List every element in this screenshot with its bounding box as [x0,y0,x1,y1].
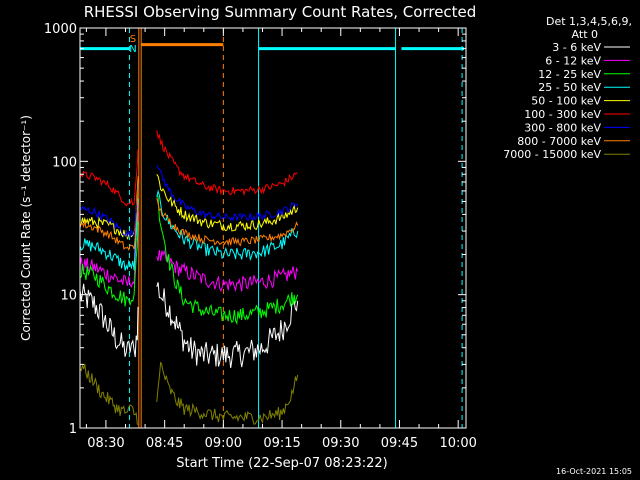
legend-label: 12 - 25 keV [538,68,601,81]
series-line [79,178,139,240]
x-tick-label: 09:45 [381,436,418,451]
legend-label: 300 - 800 keV [524,121,601,134]
series-line [80,221,139,307]
series-line [156,197,299,247]
series-line [79,149,139,207]
y-tick-label: 10 [60,289,77,304]
series-line [79,176,139,252]
legend-label: 25 - 50 keV [538,81,601,94]
footer-date: 16-Oct-2021 15:05 [556,467,632,476]
x-tick-label: 09:15 [263,436,300,451]
x-tick-label: 09:30 [322,436,359,451]
x-axis-ticks: 08:30 08:45 09:00 09:15 09:30 09:45 10:00 [85,28,477,451]
series-line [79,182,139,238]
y-axis-label: Corrected Count Rate (s⁻¹ detector⁻¹) [19,115,33,341]
legend-label: 3 - 6 keV [552,41,601,54]
y-tick-label: 1000 [44,22,77,37]
series-line [156,361,299,425]
y-axis-ticks: 1 10 100 1000 [44,22,466,437]
x-tick-label: 08:45 [146,436,183,451]
legend-header-line1: Det 1,3,4,5,6,9, [546,15,632,28]
x-axis-label: Start Time (22-Sep-07 08:23:22) [176,456,387,471]
series-line [156,130,298,197]
legend-label: 50 - 100 keV [531,95,601,108]
series-line [79,363,139,426]
series-line [156,189,299,262]
plot-frame [79,27,467,429]
legend-label: 800 - 7000 keV [517,135,601,148]
sn-label: S [130,34,136,45]
x-tick-label: 09:00 [205,436,242,451]
series-line [79,198,139,271]
x-tick-label: 10:00 [439,436,476,451]
legend-label: 7000 - 15000 keV [503,148,601,161]
series-line [156,174,299,232]
series-line [156,282,299,368]
y-tick-label: 1 [69,422,77,437]
series-line [156,164,299,222]
x-tick-label: 08:30 [87,436,124,451]
series-line [156,249,299,293]
y-tick-label: 100 [52,155,77,170]
legend-label: 100 - 300 keV [524,108,601,121]
legend-header-line2: Att 0 [572,28,598,41]
series-line [79,283,139,358]
chart-title: RHESSI Observing Summary Count Rates, Co… [84,3,477,21]
legend-label: 6 - 12 keV [545,54,601,67]
series-line [156,194,299,326]
sn-label: N [129,44,136,55]
plot-area: SN [79,28,465,428]
